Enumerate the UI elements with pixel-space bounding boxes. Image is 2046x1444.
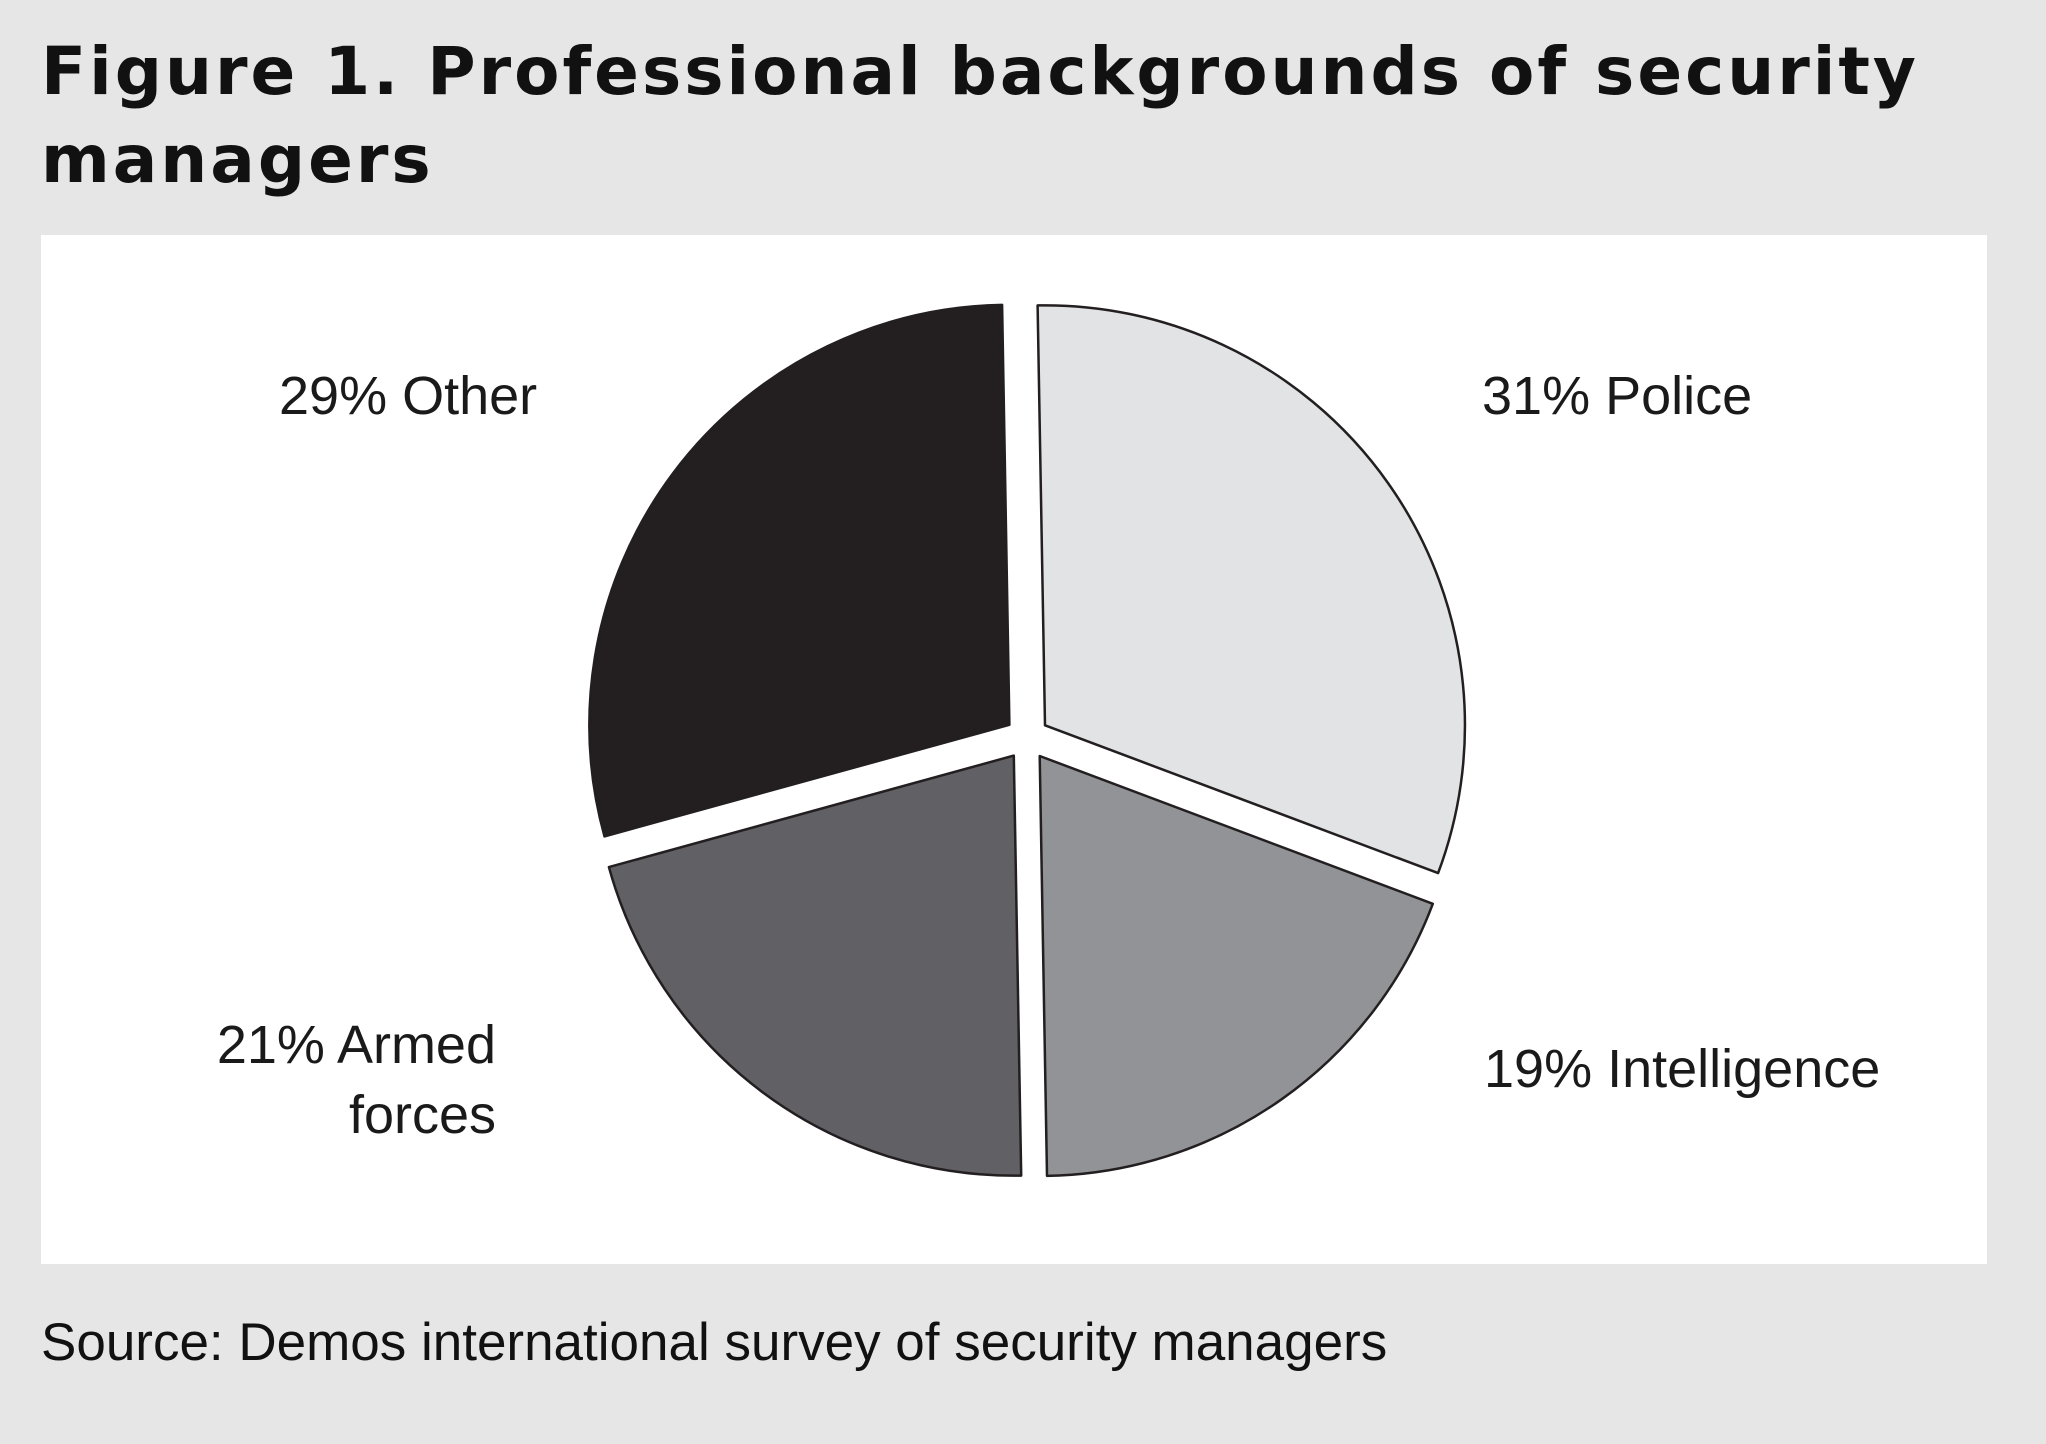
chart-panel: 31% Police 19% Intelligence 21% Armed fo… bbox=[41, 235, 1987, 1264]
slice-label-intelligence: 19% Intelligence bbox=[1484, 1039, 1881, 1099]
slice-label-other: 29% Other bbox=[279, 366, 538, 426]
pie-slice-armed-forces bbox=[607, 754, 1023, 1177]
pie-slice-intelligence bbox=[1038, 754, 1435, 1178]
figure-title: Figure 1. Professional backgrounds of se… bbox=[41, 33, 1919, 198]
source-note: Source: Demos international survey of se… bbox=[41, 1313, 1388, 1372]
pie-slice-police bbox=[1036, 304, 1467, 875]
slice-label-armed-forces: 21% Armed forces bbox=[216, 1015, 496, 1145]
pie-slices bbox=[588, 303, 1467, 1178]
slice-label-police: 31% Police bbox=[1482, 366, 1753, 426]
pie-chart bbox=[588, 303, 1467, 1178]
pie-slice-other bbox=[588, 303, 1011, 838]
